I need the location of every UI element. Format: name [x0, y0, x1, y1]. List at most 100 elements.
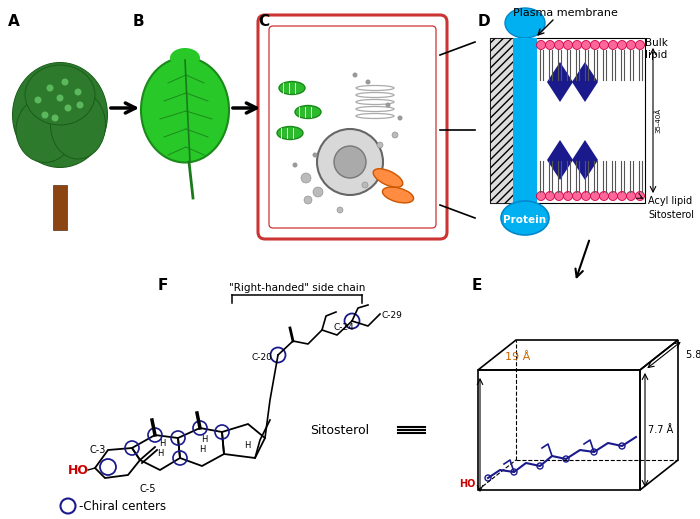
Text: H: H	[201, 435, 207, 444]
Text: C: C	[258, 14, 269, 29]
Text: C-29: C-29	[382, 311, 403, 321]
Polygon shape	[547, 82, 573, 102]
Circle shape	[365, 79, 370, 85]
Polygon shape	[547, 62, 573, 82]
Ellipse shape	[501, 201, 549, 235]
Ellipse shape	[170, 48, 200, 68]
Ellipse shape	[13, 62, 108, 168]
Circle shape	[76, 102, 83, 108]
Text: C-24: C-24	[333, 323, 354, 332]
Circle shape	[554, 40, 564, 49]
Text: Acyl lipid: Acyl lipid	[648, 196, 692, 206]
Bar	[53, 185, 67, 230]
Circle shape	[636, 192, 645, 200]
Circle shape	[392, 132, 398, 138]
Circle shape	[617, 192, 626, 200]
Circle shape	[334, 146, 366, 178]
Text: -Chiral centers: -Chiral centers	[79, 499, 166, 512]
Circle shape	[591, 40, 599, 49]
Circle shape	[573, 192, 582, 200]
Circle shape	[353, 73, 358, 77]
Text: C-5: C-5	[140, 484, 156, 494]
Ellipse shape	[50, 91, 106, 159]
Ellipse shape	[373, 169, 402, 187]
Circle shape	[608, 40, 617, 49]
Polygon shape	[547, 140, 573, 160]
Circle shape	[337, 207, 343, 213]
Circle shape	[554, 192, 564, 200]
Text: Plasma membrane: Plasma membrane	[512, 8, 617, 18]
Text: C-3: C-3	[90, 445, 106, 455]
Circle shape	[362, 182, 368, 188]
Text: Protein: Protein	[503, 215, 547, 225]
Text: H: H	[244, 442, 250, 450]
Circle shape	[545, 192, 554, 200]
Circle shape	[386, 102, 391, 107]
Text: C-20: C-20	[251, 353, 272, 362]
Polygon shape	[572, 62, 598, 82]
Circle shape	[46, 85, 53, 91]
Ellipse shape	[382, 187, 414, 203]
Text: H: H	[159, 440, 165, 448]
Circle shape	[62, 78, 69, 86]
Text: A: A	[8, 14, 20, 29]
Text: E: E	[472, 278, 482, 293]
Ellipse shape	[141, 58, 229, 162]
Ellipse shape	[295, 105, 321, 118]
Circle shape	[536, 40, 545, 49]
Text: B: B	[133, 14, 145, 29]
Circle shape	[617, 40, 626, 49]
Ellipse shape	[279, 81, 305, 94]
Polygon shape	[572, 82, 598, 102]
Circle shape	[608, 192, 617, 200]
Text: 35-40Å: 35-40Å	[655, 107, 662, 132]
Text: 5.8 Å: 5.8 Å	[686, 350, 700, 360]
Ellipse shape	[505, 8, 545, 38]
Ellipse shape	[277, 127, 303, 140]
Circle shape	[34, 97, 41, 103]
Circle shape	[57, 94, 64, 102]
Circle shape	[52, 115, 59, 121]
Circle shape	[564, 40, 573, 49]
Circle shape	[564, 192, 573, 200]
Circle shape	[536, 192, 545, 200]
Circle shape	[582, 40, 591, 49]
Bar	[513, 38, 537, 203]
Polygon shape	[572, 160, 598, 180]
Circle shape	[626, 192, 636, 200]
Bar	[490, 38, 645, 203]
Circle shape	[312, 153, 318, 157]
Text: Sitosterol: Sitosterol	[310, 424, 369, 436]
Text: 19 Å: 19 Å	[505, 352, 531, 362]
Circle shape	[74, 89, 81, 95]
Circle shape	[41, 112, 48, 118]
Circle shape	[599, 40, 608, 49]
Text: F: F	[158, 278, 169, 293]
Text: "Right-handed" side chain: "Right-handed" side chain	[229, 283, 365, 293]
Circle shape	[591, 192, 599, 200]
Bar	[490, 38, 518, 203]
Polygon shape	[547, 160, 573, 180]
Text: D: D	[478, 14, 491, 29]
Text: 7.7 Å: 7.7 Å	[648, 425, 673, 435]
Text: H: H	[199, 445, 205, 455]
Ellipse shape	[16, 98, 74, 162]
Circle shape	[599, 192, 608, 200]
Text: H: H	[157, 449, 163, 458]
Text: HO: HO	[68, 463, 89, 476]
Circle shape	[317, 129, 383, 195]
Circle shape	[377, 142, 383, 148]
Circle shape	[545, 40, 554, 49]
Text: Bulk
lipid: Bulk lipid	[645, 38, 668, 60]
Circle shape	[626, 40, 636, 49]
Ellipse shape	[25, 65, 95, 125]
Circle shape	[293, 162, 297, 168]
Circle shape	[636, 40, 645, 49]
Circle shape	[304, 196, 312, 204]
FancyBboxPatch shape	[258, 15, 447, 239]
Circle shape	[582, 192, 591, 200]
Circle shape	[64, 104, 71, 112]
Text: Sitosterol: Sitosterol	[648, 210, 694, 220]
Polygon shape	[572, 140, 598, 160]
Circle shape	[313, 187, 323, 197]
